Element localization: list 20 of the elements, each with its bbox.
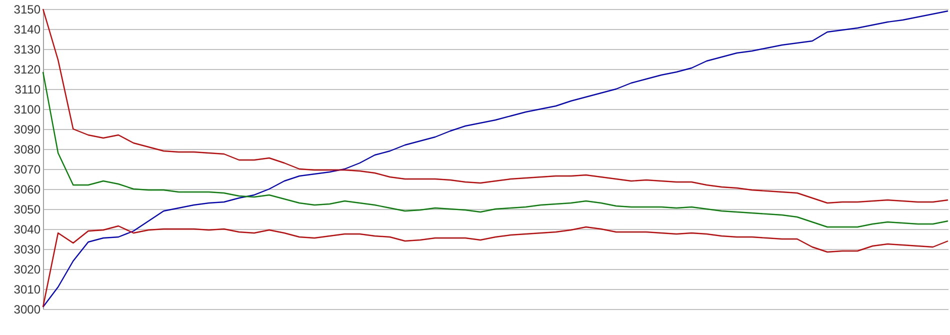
- y-tick-label: 3090: [14, 122, 41, 136]
- y-tick-label: 3140: [14, 22, 41, 36]
- y-tick-label: 3100: [14, 102, 41, 116]
- y-tick-label: 3110: [14, 82, 41, 96]
- line-series: [42, 8, 949, 204]
- y-tick-label: 3130: [14, 42, 41, 56]
- y-tick-label: 3150: [14, 2, 41, 16]
- y-tick-label: 3120: [14, 62, 41, 76]
- y-tick-label: 3060: [14, 182, 41, 196]
- y-tick-label: 3030: [14, 242, 41, 256]
- y-tick-label: 3050: [14, 202, 41, 216]
- y-tick-label: 3000: [14, 302, 41, 316]
- line-series: [42, 10, 949, 308]
- line-series: [42, 71, 949, 228]
- y-tick-label: 3020: [14, 262, 41, 276]
- y-tick-label: 3040: [14, 222, 41, 236]
- line-series: [42, 225, 949, 308]
- y-tick-label: 3010: [14, 282, 41, 296]
- y-tick-label: 3080: [14, 142, 41, 156]
- y-tick-label: 3070: [14, 162, 41, 176]
